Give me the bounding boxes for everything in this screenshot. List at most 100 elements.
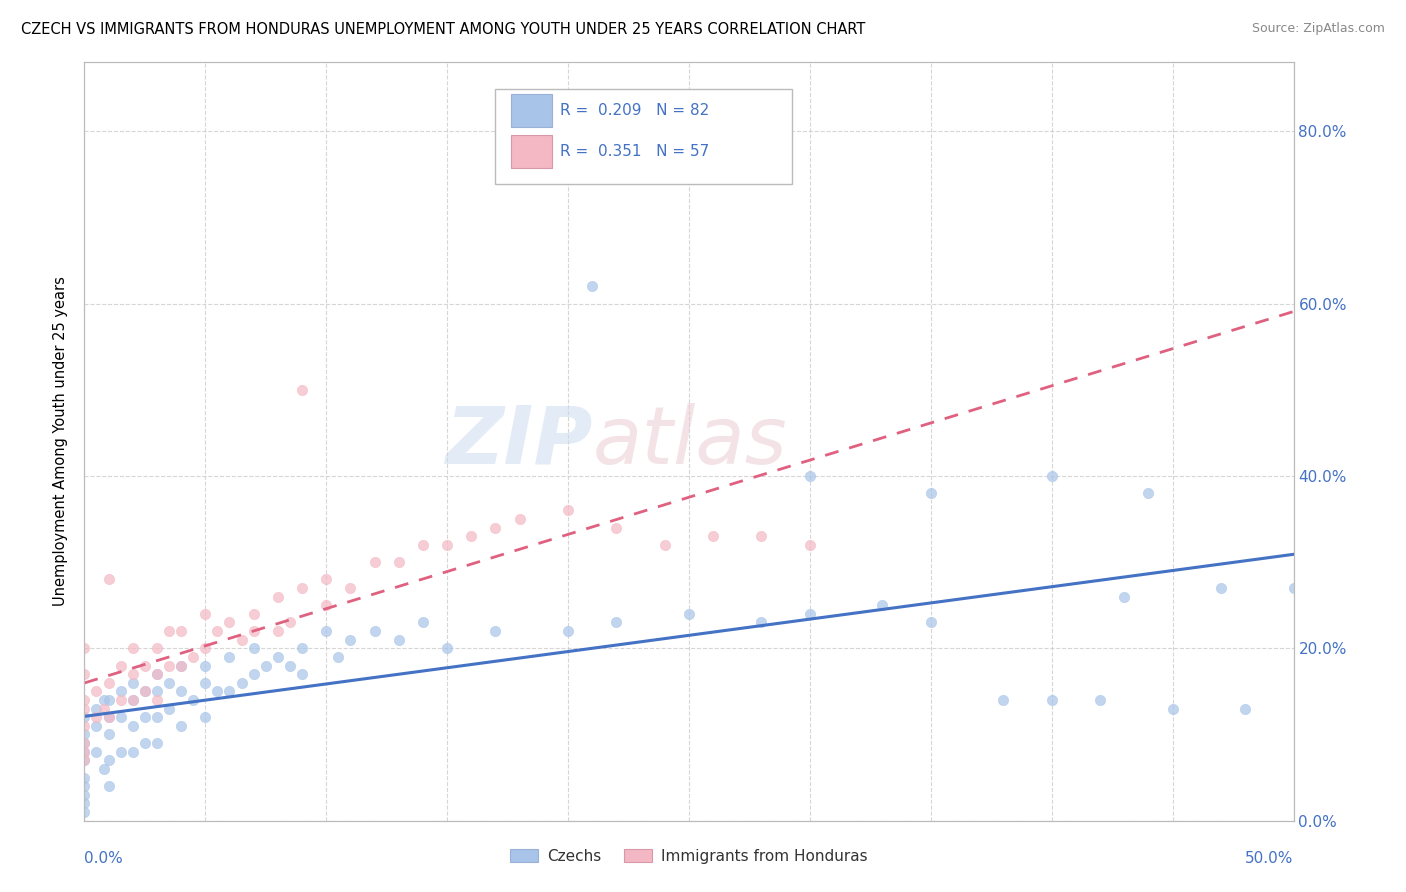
Point [170, 719, 193, 733]
Point [194, 641, 217, 656]
Point [678, 607, 700, 621]
Point [1088, 693, 1111, 707]
Point [436, 641, 458, 656]
Point [242, 641, 264, 656]
Point [315, 599, 337, 613]
Point [97, 675, 120, 690]
Point [509, 512, 531, 526]
Point [207, 684, 229, 698]
Point [181, 693, 204, 707]
Point [484, 624, 506, 639]
Point [242, 607, 264, 621]
Point [339, 581, 361, 595]
Point [581, 279, 603, 293]
Point [97, 710, 120, 724]
Point [110, 745, 132, 759]
Point [799, 469, 821, 483]
Point [121, 641, 143, 656]
Point [134, 684, 156, 698]
Point [799, 607, 821, 621]
Text: CZECH VS IMMIGRANTS FROM HONDURAS UNEMPLOYMENT AMONG YOUTH UNDER 25 YEARS CORREL: CZECH VS IMMIGRANTS FROM HONDURAS UNEMPL… [21, 22, 866, 37]
Point [267, 649, 290, 664]
Point [73, 745, 96, 759]
Point [1209, 581, 1232, 595]
Point [751, 615, 773, 630]
Point [146, 736, 169, 750]
Point [315, 573, 337, 587]
Point [242, 667, 264, 681]
Point [1234, 701, 1257, 715]
Point [86, 684, 108, 698]
Point [218, 649, 240, 664]
Point [73, 701, 96, 715]
Point [86, 701, 108, 715]
Point [181, 649, 204, 664]
Point [157, 701, 180, 715]
Point [73, 736, 96, 750]
Point [1282, 581, 1305, 595]
Point [170, 658, 193, 673]
Point [121, 745, 143, 759]
Point [654, 538, 676, 552]
Point [93, 693, 115, 707]
Point [73, 797, 96, 811]
Point [110, 693, 132, 707]
Point [86, 719, 108, 733]
Point [291, 581, 314, 595]
Point [146, 667, 169, 681]
Point [231, 632, 253, 647]
Point [993, 693, 1015, 707]
Point [157, 658, 180, 673]
Point [73, 753, 96, 767]
Point [121, 693, 143, 707]
Text: ZIP: ZIP [444, 402, 592, 481]
Point [388, 555, 411, 569]
Point [73, 771, 96, 785]
Point [436, 538, 458, 552]
FancyBboxPatch shape [512, 94, 553, 128]
Point [73, 736, 96, 750]
Point [194, 675, 217, 690]
Point [702, 529, 724, 543]
Point [157, 675, 180, 690]
Point [170, 684, 193, 698]
Point [86, 745, 108, 759]
Point [134, 736, 156, 750]
Point [86, 710, 108, 724]
Point [920, 615, 942, 630]
Point [291, 667, 314, 681]
Point [97, 573, 120, 587]
Point [157, 624, 180, 639]
Point [363, 555, 385, 569]
Point [73, 693, 96, 707]
Point [278, 658, 301, 673]
Point [1137, 486, 1160, 500]
Point [93, 701, 115, 715]
Point [146, 693, 169, 707]
Point [557, 624, 579, 639]
Point [170, 658, 193, 673]
Point [73, 753, 96, 767]
Point [751, 529, 773, 543]
Point [97, 727, 120, 741]
Point [73, 667, 96, 681]
Point [73, 719, 96, 733]
Point [121, 693, 143, 707]
Point [194, 607, 217, 621]
Point [146, 710, 169, 724]
Point [121, 667, 143, 681]
Point [484, 521, 506, 535]
Legend: Czechs, Immigrants from Honduras: Czechs, Immigrants from Honduras [505, 843, 873, 870]
Point [97, 693, 120, 707]
Point [146, 641, 169, 656]
Point [146, 667, 169, 681]
Point [207, 624, 229, 639]
Point [291, 641, 314, 656]
Point [73, 710, 96, 724]
Point [412, 615, 434, 630]
Point [460, 529, 482, 543]
Point [242, 624, 264, 639]
Text: atlas: atlas [592, 402, 787, 481]
Point [231, 675, 253, 690]
Point [267, 590, 290, 604]
